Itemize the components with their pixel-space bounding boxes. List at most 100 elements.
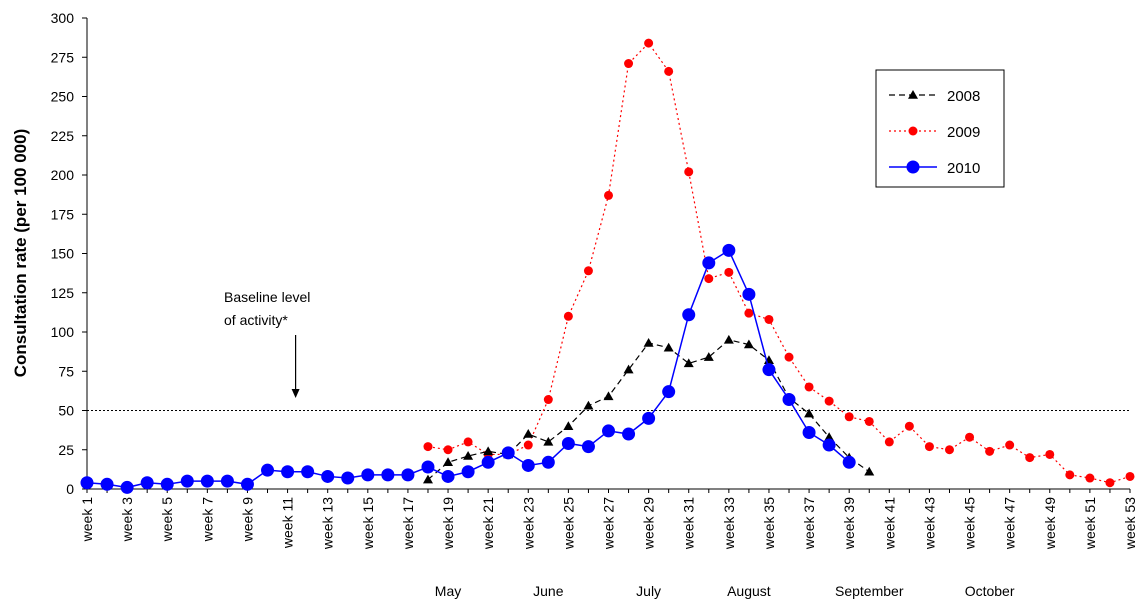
month-label: July bbox=[636, 583, 661, 599]
legend: 2008 2009 2010 bbox=[875, 69, 1005, 188]
data-point-2009 bbox=[543, 395, 553, 405]
month-labels: May June July August September October bbox=[435, 583, 1015, 599]
data-point-2008 bbox=[643, 337, 654, 347]
x-tick-label: week 39 bbox=[841, 497, 857, 550]
data-point-2010 bbox=[521, 458, 535, 472]
y-tick-label: 150 bbox=[51, 246, 75, 262]
x-tick-label: week 43 bbox=[921, 497, 937, 550]
month-label: August bbox=[727, 583, 771, 599]
legend-marker-2008 bbox=[908, 90, 918, 99]
data-point-2009 bbox=[784, 352, 794, 362]
data-point-2010 bbox=[301, 465, 315, 479]
data-point-2010 bbox=[802, 425, 816, 439]
data-point-2008 bbox=[523, 429, 534, 438]
data-point-2010 bbox=[842, 455, 856, 469]
x-tick-label: week 5 bbox=[159, 497, 175, 543]
data-point-2010 bbox=[441, 469, 455, 483]
x-tick-label: week 23 bbox=[520, 497, 536, 550]
x-tick-label: week 29 bbox=[641, 497, 657, 550]
y-tick-label: 75 bbox=[58, 363, 74, 379]
data-point-2009 bbox=[924, 442, 934, 452]
x-tick-label: week 51 bbox=[1082, 497, 1098, 550]
data-point-2008 bbox=[743, 339, 754, 349]
data-point-2009 bbox=[563, 311, 573, 321]
legend-marker-2009 bbox=[908, 126, 918, 136]
data-point-2010 bbox=[481, 455, 495, 469]
data-point-2009 bbox=[443, 445, 453, 455]
data-point-2009 bbox=[1125, 471, 1135, 481]
data-point-2009 bbox=[804, 382, 814, 392]
baseline-arrow-head bbox=[291, 389, 300, 398]
y-tick-label: 125 bbox=[51, 285, 75, 301]
data-point-2008 bbox=[804, 408, 815, 418]
data-point-2009 bbox=[764, 314, 774, 324]
data-point-2010 bbox=[662, 385, 676, 399]
x-tick-label: week 49 bbox=[1042, 497, 1058, 550]
data-point-2010 bbox=[762, 363, 776, 377]
x-tick-label: week 47 bbox=[1002, 497, 1018, 550]
data-point-2009 bbox=[864, 416, 874, 426]
data-point-2010 bbox=[401, 468, 415, 482]
data-point-2010 bbox=[642, 411, 656, 425]
data-point-2009 bbox=[684, 167, 694, 177]
y-tick-label: 225 bbox=[51, 128, 75, 144]
data-point-2010 bbox=[240, 477, 254, 491]
x-tick-label: week 21 bbox=[480, 497, 496, 550]
data-point-2010 bbox=[261, 463, 275, 477]
data-point-2009 bbox=[1045, 449, 1055, 459]
data-point-2008 bbox=[443, 457, 454, 467]
data-point-2009 bbox=[824, 396, 834, 406]
data-point-2008 bbox=[723, 334, 734, 344]
data-point-2009 bbox=[1005, 440, 1015, 450]
data-point-2010 bbox=[581, 440, 595, 454]
x-tick-label: week 45 bbox=[962, 497, 978, 550]
data-point-2010 bbox=[200, 474, 214, 488]
data-point-2010 bbox=[120, 480, 134, 494]
month-label: October bbox=[965, 583, 1015, 599]
x-tick-label: week 9 bbox=[239, 497, 255, 543]
data-point-2010 bbox=[281, 465, 295, 479]
x-tick-label: week 33 bbox=[721, 497, 737, 550]
legend-label-2009: 2009 bbox=[947, 124, 980, 141]
data-point-2010 bbox=[381, 468, 395, 482]
x-tick-label: week 37 bbox=[801, 497, 817, 550]
x-tick-label: week 25 bbox=[560, 497, 576, 550]
data-point-2008 bbox=[483, 446, 494, 456]
y-tick-label: 175 bbox=[51, 206, 75, 222]
data-point-2009 bbox=[744, 308, 754, 318]
data-point-2010 bbox=[501, 446, 515, 460]
y-tick-label: 300 bbox=[51, 10, 75, 26]
data-point-2010 bbox=[822, 438, 836, 452]
legend-label-2008: 2008 bbox=[947, 88, 980, 105]
x-tick-label: week 17 bbox=[400, 497, 416, 550]
y-tick-label: 275 bbox=[51, 49, 75, 65]
data-point-2010 bbox=[160, 477, 174, 491]
data-point-2008 bbox=[864, 466, 875, 476]
series-line-2008 bbox=[427, 339, 870, 481]
x-tick-label: week 27 bbox=[601, 497, 617, 550]
x-tick-label: week 15 bbox=[360, 497, 376, 550]
baseline-annotation: Baseline level of activity* bbox=[224, 289, 310, 398]
y-tick-label: 100 bbox=[51, 324, 75, 340]
month-label: September bbox=[835, 583, 904, 599]
data-point-2010 bbox=[140, 476, 154, 490]
data-point-2010 bbox=[341, 471, 355, 485]
y-tick-label: 25 bbox=[58, 442, 74, 458]
data-point-2009 bbox=[944, 445, 954, 455]
month-label: June bbox=[533, 583, 564, 599]
data-point-2010 bbox=[622, 427, 636, 441]
legend-label-2010: 2010 bbox=[947, 160, 980, 177]
data-point-2008 bbox=[623, 364, 634, 374]
legend-marker-2010 bbox=[906, 160, 920, 174]
data-point-2010 bbox=[722, 243, 736, 257]
data-point-2008 bbox=[563, 421, 574, 430]
y-axis-label: Consultation rate (per 100 000) bbox=[11, 129, 30, 377]
series-line-2009 bbox=[427, 42, 1131, 484]
data-point-2008 bbox=[824, 432, 835, 441]
data-point-2010 bbox=[682, 308, 696, 322]
data-point-2010 bbox=[100, 477, 114, 491]
data-point-2009 bbox=[844, 412, 854, 422]
data-point-2009 bbox=[965, 432, 975, 442]
x-tick-label: week 19 bbox=[440, 497, 456, 550]
